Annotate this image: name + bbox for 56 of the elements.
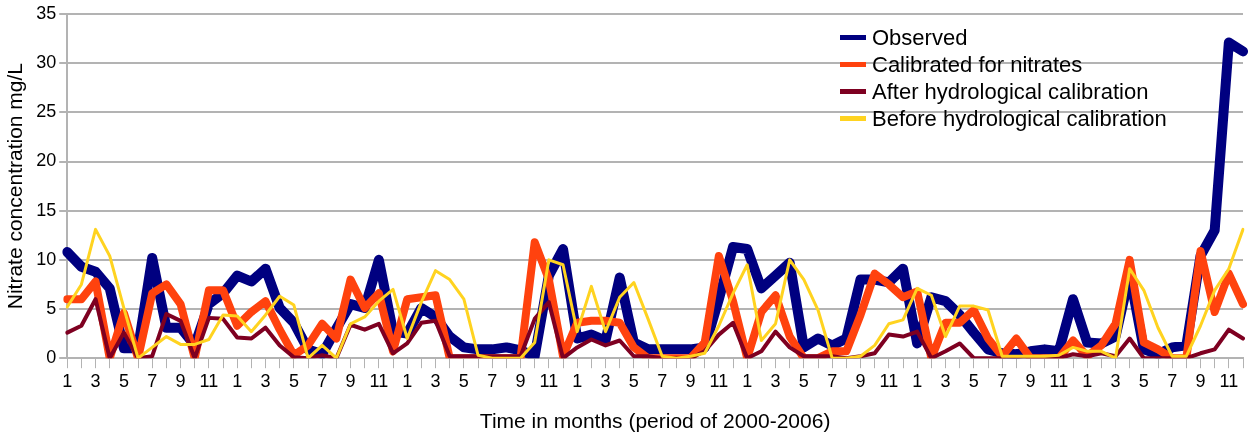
y-tick-label: 15: [36, 199, 57, 220]
x-tick-label: 3: [260, 370, 271, 391]
x-tick-label: 9: [515, 370, 526, 391]
x-tick-label: 3: [940, 370, 951, 391]
x-tick-label: 11: [539, 370, 559, 391]
y-tick-label: 30: [36, 52, 57, 73]
x-tick-label: 1: [1082, 370, 1093, 391]
x-tick-label: 11: [199, 370, 219, 391]
legend-label: Before hydrological calibration: [872, 105, 1167, 132]
x-tick-label: 3: [770, 370, 781, 391]
y-tick-label: 0: [46, 347, 57, 368]
x-tick-label: 7: [1167, 370, 1178, 391]
legend-label: Calibrated for nitrates: [872, 51, 1083, 78]
x-tick-label: 9: [1195, 370, 1206, 391]
x-tick-label: 5: [458, 370, 469, 391]
x-tick-label: 11: [369, 370, 389, 391]
x-tick-label: 1: [912, 370, 923, 391]
x-axis-title: Time in months (period of 2000-2006): [479, 409, 831, 433]
x-tick-label: 9: [175, 370, 186, 391]
x-tick-label: 9: [1025, 370, 1036, 391]
x-tick-label: 7: [317, 370, 328, 391]
x-tick-label: 3: [600, 370, 611, 391]
x-tick-label: 1: [62, 370, 73, 391]
x-tick-label: 7: [487, 370, 498, 391]
x-tick-label: 7: [657, 370, 668, 391]
x-tick-label: 5: [628, 370, 639, 391]
x-tick-label: 1: [402, 370, 413, 391]
x-tick-label: 1: [572, 370, 583, 391]
x-tick-label: 11: [1049, 370, 1069, 391]
x-tick-label: 5: [968, 370, 979, 391]
x-tick-label: 11: [1219, 370, 1239, 391]
y-tick-label: 25: [36, 101, 57, 122]
x-tick-label: 1: [742, 370, 753, 391]
x-tick-label: 3: [90, 370, 101, 391]
x-tick-label: 7: [997, 370, 1008, 391]
y-tick-label: 5: [46, 298, 57, 318]
x-tick-label: 5: [118, 370, 129, 391]
x-tick-label: 3: [1110, 370, 1121, 391]
legend-label: Observed: [872, 24, 968, 51]
x-tick-label: 11: [709, 370, 729, 391]
y-tick-label: 10: [36, 248, 57, 269]
x-tick-label: 9: [345, 370, 356, 391]
x-tick-label: 7: [147, 370, 158, 391]
y-tick-label: 35: [36, 2, 57, 23]
x-tick-label: 5: [1138, 370, 1149, 391]
x-tick-label: 9: [685, 370, 696, 391]
x-tick-label: 5: [798, 370, 809, 391]
x-tick-label: 5: [288, 370, 299, 391]
x-tick-label: 1: [232, 370, 243, 391]
x-tick-label: 3: [430, 370, 441, 391]
x-tick-label: 9: [855, 370, 866, 391]
y-tick-label: 20: [36, 150, 57, 171]
x-tick-label: 7: [827, 370, 838, 391]
legend-label: After hydrological calibration: [872, 78, 1149, 105]
x-tick-label: 11: [879, 370, 899, 391]
y-axis-title: Nitrate concentration mg/L: [3, 62, 27, 310]
